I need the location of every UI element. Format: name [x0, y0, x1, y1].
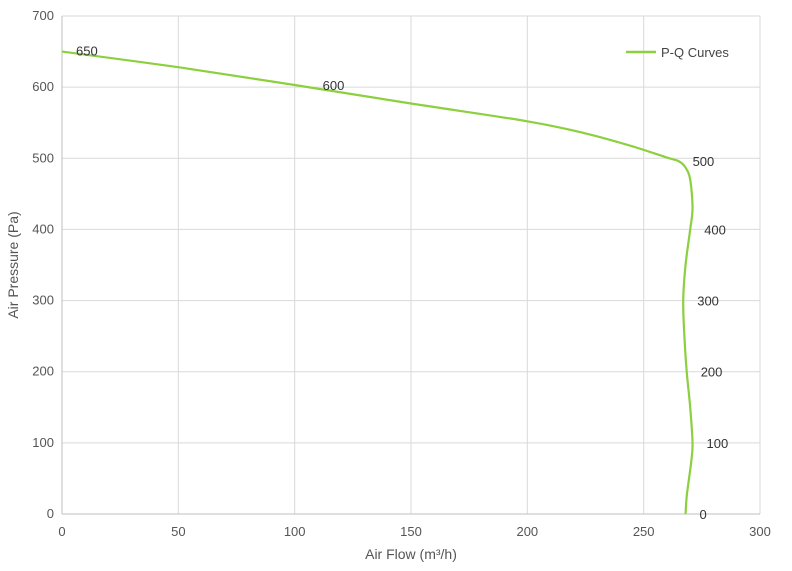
tick-labels: 0 50 100 150 200 250 300 0 100 200 300 400 500 600 700	[32, 8, 771, 539]
y-tick-label: 400	[32, 221, 54, 236]
data-label: 650	[76, 44, 98, 59]
y-tick-label: 500	[32, 150, 54, 165]
x-axis-title: Air Flow (m³/h)	[365, 546, 457, 562]
legend-label: P-Q Curves	[661, 45, 729, 60]
data-label: 100	[707, 436, 729, 451]
y-tick-label: 300	[32, 293, 54, 308]
axes	[61, 16, 760, 515]
data-label: 400	[704, 222, 726, 237]
series-group	[61, 50, 694, 515]
x-tick-label: 0	[58, 524, 65, 539]
y-tick-label: 600	[32, 79, 54, 94]
x-tick-label: 250	[633, 524, 655, 539]
y-axis-title: Air Pressure (Pa)	[5, 211, 21, 318]
x-tick-label: 50	[171, 524, 185, 539]
data-label: 500	[693, 154, 715, 169]
data-label: 600	[323, 78, 345, 93]
y-tick-label: 700	[32, 8, 54, 23]
y-tick-label: 0	[47, 506, 54, 521]
x-tick-label: 200	[516, 524, 538, 539]
series-line-pq-curves	[61, 50, 694, 515]
data-label: 0	[700, 507, 707, 522]
grid	[61, 15, 761, 515]
legend: P-Q Curves	[626, 45, 729, 60]
y-tick-label: 200	[32, 364, 54, 379]
data-labels: 650 600 500 400 300 200 100 0	[76, 44, 728, 522]
x-tick-label: 300	[749, 524, 771, 539]
data-label: 200	[701, 365, 723, 380]
data-label: 300	[697, 294, 719, 309]
y-tick-label: 100	[32, 435, 54, 450]
x-tick-label: 100	[284, 524, 306, 539]
x-tick-label: 150	[400, 524, 422, 539]
